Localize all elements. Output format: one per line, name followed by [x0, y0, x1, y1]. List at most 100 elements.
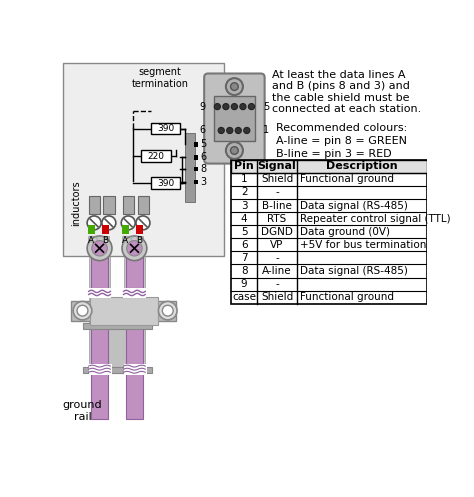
- Bar: [122, 236, 143, 244]
- Circle shape: [227, 127, 233, 134]
- Bar: [123, 196, 135, 214]
- Text: 9: 9: [241, 279, 247, 289]
- Bar: [63, 64, 224, 256]
- Circle shape: [240, 103, 246, 110]
- Bar: [214, 96, 255, 141]
- Text: Data ground (0V): Data ground (0V): [300, 227, 390, 237]
- Text: Recommended colours:: Recommended colours:: [276, 123, 408, 133]
- Bar: [151, 177, 180, 189]
- Text: A-line = pin 8 = GREEN: A-line = pin 8 = GREEN: [276, 136, 407, 146]
- Text: Pin: Pin: [234, 162, 254, 171]
- Circle shape: [87, 236, 112, 260]
- Bar: [137, 196, 149, 214]
- Circle shape: [231, 103, 237, 110]
- Text: 7: 7: [241, 253, 247, 263]
- Bar: [102, 323, 133, 373]
- Text: Shield: Shield: [261, 292, 293, 302]
- Text: B-line = pin 3 = RED: B-line = pin 3 = RED: [276, 149, 392, 159]
- Bar: [89, 298, 110, 365]
- Text: segment
termination: segment termination: [131, 67, 189, 89]
- Circle shape: [248, 103, 255, 110]
- Text: 5: 5: [241, 227, 247, 237]
- Text: -: -: [275, 253, 279, 263]
- Circle shape: [127, 241, 142, 256]
- Text: A-line: A-line: [262, 266, 292, 276]
- Bar: [194, 142, 198, 147]
- Bar: [91, 373, 108, 419]
- Text: B: B: [136, 236, 142, 245]
- Text: 6: 6: [241, 240, 247, 250]
- Text: Repeater control signal (TTL): Repeater control signal (TTL): [300, 214, 451, 224]
- Bar: [82, 367, 152, 373]
- Text: 2: 2: [241, 187, 247, 197]
- Bar: [194, 180, 198, 184]
- Text: VP: VP: [270, 240, 284, 250]
- Text: case: case: [232, 292, 256, 302]
- Text: Data signal (RS-485): Data signal (RS-485): [300, 201, 408, 211]
- Bar: [89, 196, 100, 214]
- Text: B: B: [102, 236, 108, 245]
- Bar: [194, 155, 198, 160]
- Bar: [89, 364, 112, 375]
- Text: 5: 5: [263, 101, 269, 112]
- Circle shape: [218, 127, 224, 134]
- Text: connected at each station.: connected at each station.: [273, 104, 422, 114]
- Circle shape: [92, 241, 107, 256]
- Circle shape: [223, 103, 229, 110]
- Text: Data signal (RS-485): Data signal (RS-485): [300, 266, 408, 276]
- Text: 3: 3: [201, 177, 206, 187]
- Text: Shield: Shield: [261, 174, 293, 184]
- Text: 8: 8: [201, 164, 206, 174]
- Text: 6: 6: [201, 153, 206, 163]
- Circle shape: [77, 305, 88, 316]
- Text: A: A: [122, 236, 128, 245]
- Bar: [102, 225, 109, 235]
- Text: ground
rail: ground rail: [63, 400, 102, 421]
- Text: inductors: inductors: [71, 181, 82, 227]
- Text: 1: 1: [263, 125, 269, 136]
- Text: the cable shield must be: the cable shield must be: [273, 93, 410, 103]
- Text: 6: 6: [200, 125, 206, 136]
- Bar: [122, 225, 129, 235]
- Text: 220: 220: [147, 152, 164, 161]
- Bar: [103, 196, 115, 214]
- Circle shape: [87, 216, 101, 230]
- Bar: [231, 160, 427, 304]
- Text: DGND: DGND: [261, 227, 293, 237]
- Bar: [88, 236, 109, 244]
- Text: 1: 1: [241, 174, 247, 184]
- Circle shape: [230, 83, 238, 90]
- Bar: [151, 123, 180, 134]
- Bar: [88, 288, 111, 298]
- Circle shape: [244, 127, 250, 134]
- Circle shape: [136, 216, 150, 230]
- Bar: [123, 288, 146, 298]
- Text: -: -: [275, 279, 279, 289]
- Text: Functional ground: Functional ground: [300, 174, 394, 184]
- Text: At least the data lines A: At least the data lines A: [273, 70, 406, 80]
- Bar: [126, 256, 143, 288]
- Text: 9: 9: [200, 101, 206, 112]
- Text: A: A: [88, 236, 94, 245]
- Text: 4: 4: [241, 214, 247, 224]
- Circle shape: [230, 147, 238, 155]
- Text: B-line: B-line: [262, 201, 292, 211]
- Circle shape: [158, 301, 177, 320]
- Bar: [185, 133, 195, 202]
- Circle shape: [121, 216, 135, 230]
- Bar: [126, 298, 143, 365]
- Text: Description: Description: [326, 162, 398, 171]
- Bar: [91, 298, 108, 365]
- Text: Functional ground: Functional ground: [300, 292, 394, 302]
- Circle shape: [102, 216, 116, 230]
- Bar: [126, 373, 143, 419]
- Text: +5V for bus termination: +5V for bus termination: [300, 240, 427, 250]
- Bar: [90, 297, 158, 325]
- Bar: [231, 160, 427, 173]
- Bar: [91, 256, 108, 288]
- Bar: [82, 323, 152, 329]
- FancyBboxPatch shape: [204, 74, 264, 164]
- Circle shape: [235, 127, 241, 134]
- Bar: [141, 151, 171, 162]
- Bar: [88, 225, 95, 235]
